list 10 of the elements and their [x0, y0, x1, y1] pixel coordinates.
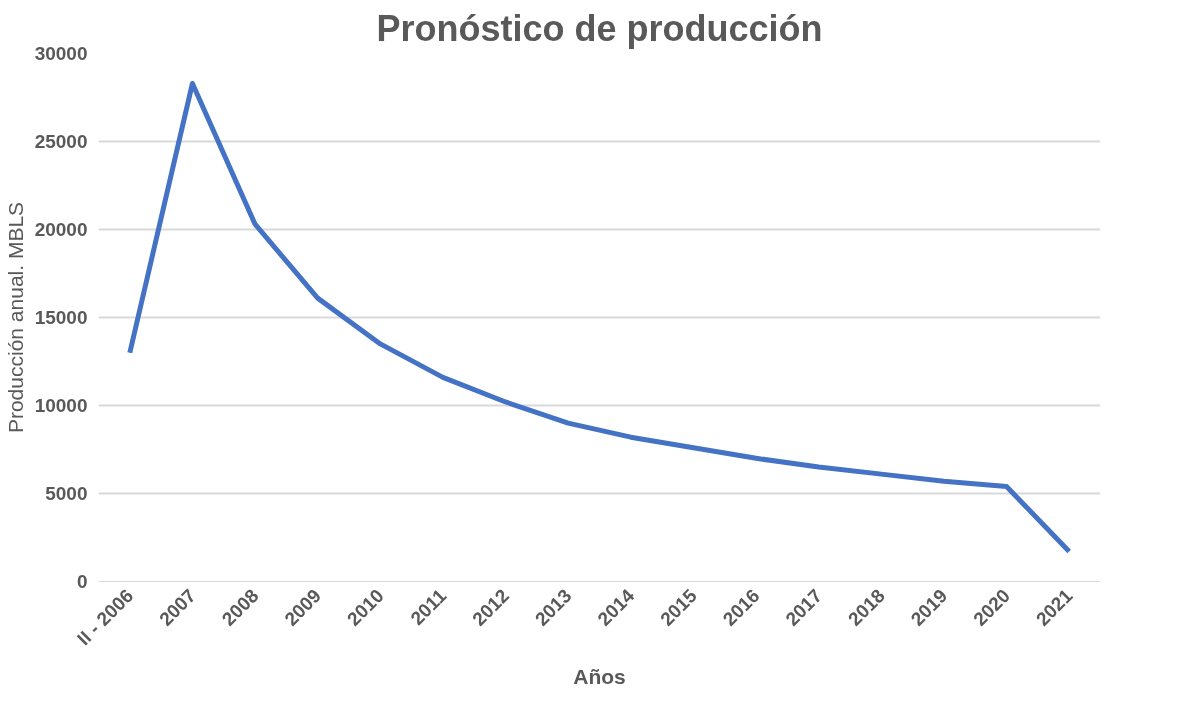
y-tick-label: 25000: [34, 131, 88, 152]
y-tick-label: 20000: [34, 219, 88, 240]
chart-title: Pronóstico de producción: [376, 7, 823, 49]
y-tick-label: 15000: [34, 307, 88, 328]
y-axis-title: Producción anual. MBLS: [3, 201, 27, 434]
y-tick-label: 0: [76, 571, 88, 592]
y-tick-label: 10000: [34, 395, 88, 416]
x-axis-title: Años: [573, 664, 626, 688]
y-tick-label: 5000: [45, 483, 88, 504]
y-tick-label: 30000: [34, 43, 88, 64]
